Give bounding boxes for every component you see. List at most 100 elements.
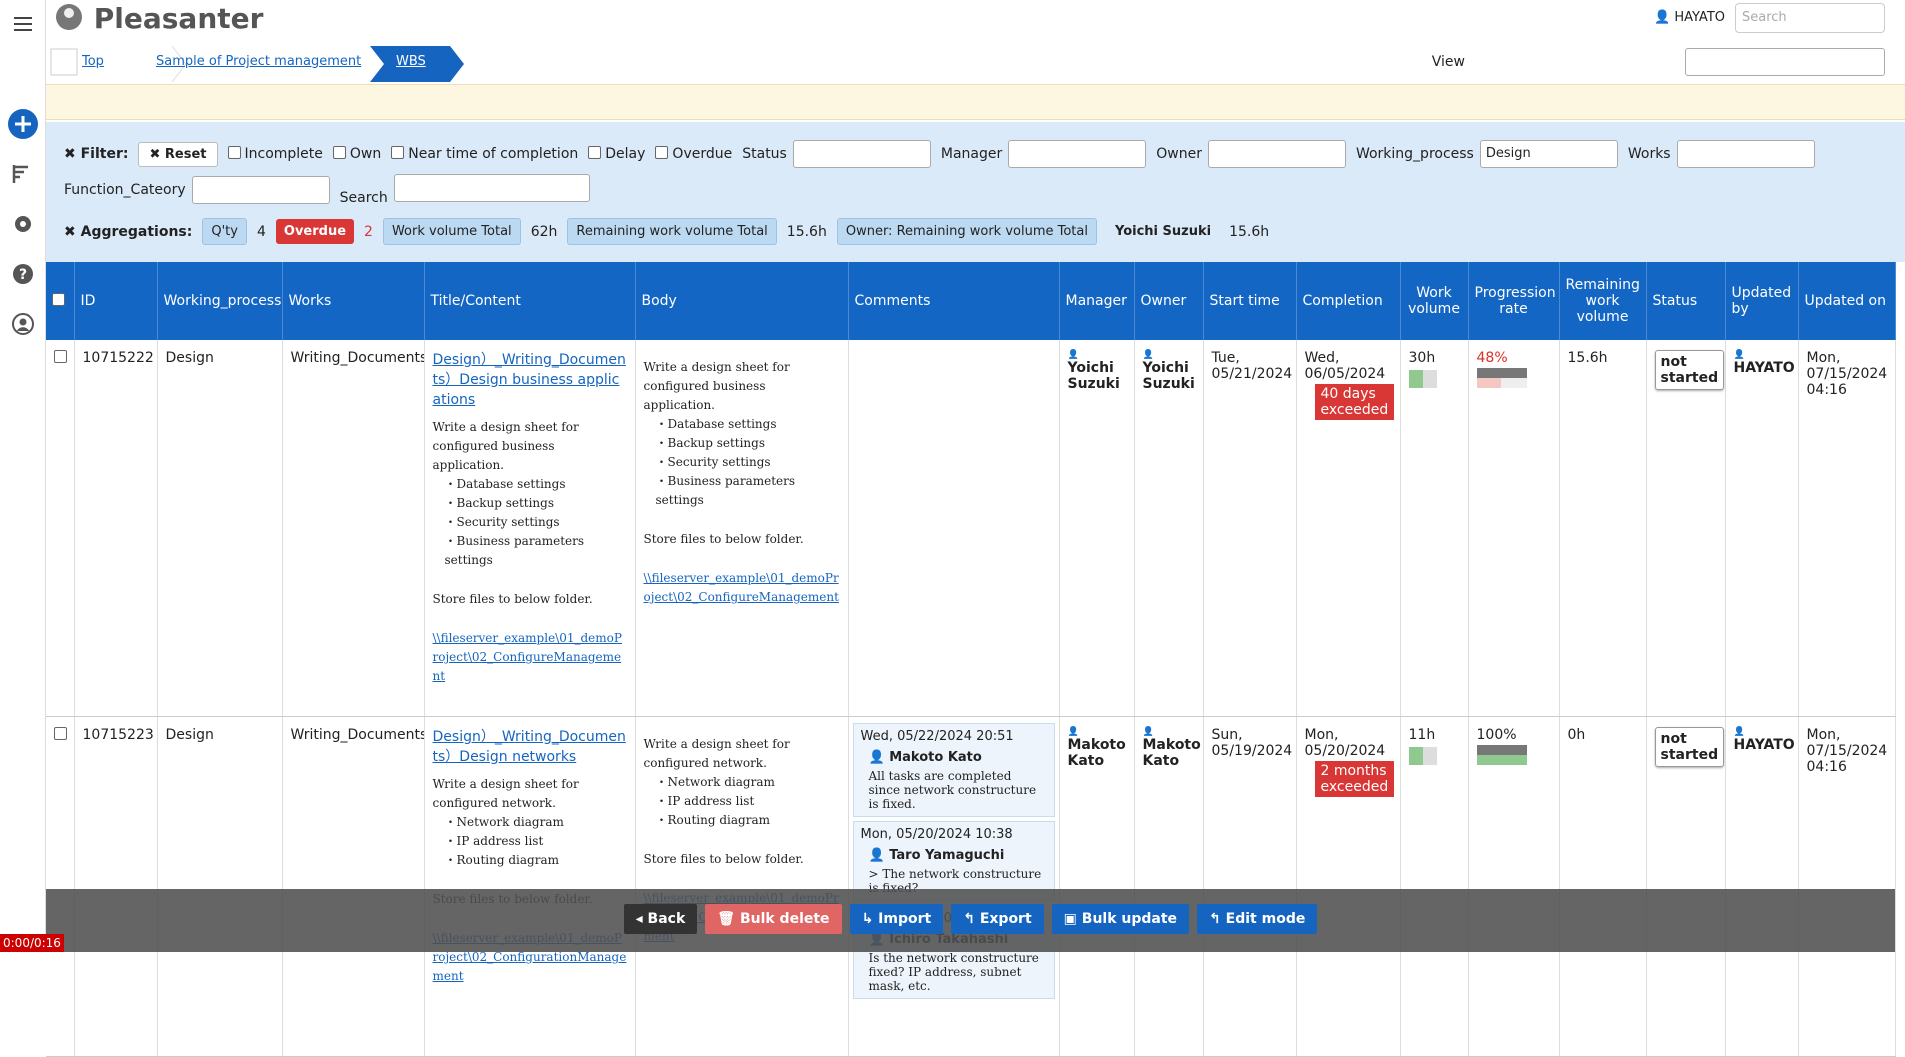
select[interactable]: [191, 176, 330, 204]
cell: 👤 Makoto Kato: [1134, 716, 1204, 1057]
filter-select: Status: [742, 140, 931, 168]
cell: Design）_Writing_Documents）Design network…: [424, 716, 636, 1057]
title-link[interactable]: Design）_Writing_Documents）Design network…: [432, 729, 626, 765]
header-cell[interactable]: Start time: [1203, 262, 1297, 340]
footer-button[interactable]: 🗑 Bulk delete: [705, 904, 842, 934]
user-icon[interactable]: [11, 312, 35, 336]
header-cell[interactable]: ID: [74, 262, 158, 340]
button-text: Export: [979, 911, 1032, 927]
checkbox[interactable]: [54, 350, 67, 363]
view-select[interactable]: [1685, 48, 1885, 76]
cell: 0h: [1559, 716, 1647, 1057]
checkbox[interactable]: [391, 146, 405, 159]
cell: not started: [1646, 340, 1726, 717]
header-cell[interactable]: Updated on: [1798, 262, 1896, 340]
checkbox-label: Near time of completion: [408, 146, 579, 162]
list-item: ・Routing diagram: [444, 853, 560, 867]
user-icon: 👤: [1733, 350, 1745, 360]
top-bar: Pleasanter 👤 HAYATO Search: [46, 0, 1905, 42]
footer-button[interactable]: ↰ Export: [951, 904, 1044, 934]
agg-value: 2: [364, 223, 373, 240]
checkbox[interactable]: [54, 727, 67, 740]
cell: Write a design sheet for configured netw…: [635, 716, 849, 1057]
crumb[interactable]: Top: [82, 54, 104, 69]
filter-checkbox[interactable]: Incomplete: [227, 146, 323, 162]
select-value: Design: [1485, 146, 1531, 161]
header-cell[interactable]: Working_process: [157, 262, 283, 340]
header-cell[interactable]: Works: [282, 262, 425, 340]
header-cell[interactable]: Owner: [1134, 262, 1204, 340]
folder-link[interactable]: \\fileserver_example\01_demoProject\02_C…: [432, 631, 622, 683]
cell: Tue, 05/21/2024: [1203, 340, 1297, 717]
cell: Mon, 05/20/2024 2 months exceeded: [1296, 716, 1401, 1057]
cell: not started: [1646, 716, 1726, 1057]
header-cell[interactable]: Status: [1646, 262, 1726, 340]
checkbox[interactable]: [588, 146, 602, 159]
user-name: Yoichi Suzuki: [1067, 360, 1120, 392]
cell: 48%: [1468, 340, 1560, 717]
footer-button[interactable]: ↳ Import: [849, 904, 944, 934]
gantt-icon[interactable]: [11, 162, 35, 186]
footer-button[interactable]: ▣ Bulk update: [1051, 904, 1190, 934]
header-cell[interactable]: Completion: [1296, 262, 1401, 340]
cell: 10715222: [74, 340, 158, 717]
search-box[interactable]: Search: [1735, 3, 1885, 33]
filter-select: Owner: [1156, 140, 1346, 168]
breadcrumb-shapes: [50, 42, 464, 82]
list-item: ・Business parameters settings: [655, 474, 796, 507]
filter-search: Search: [340, 174, 590, 206]
filter-checkbox[interactable]: Delay: [588, 146, 645, 162]
checkbox[interactable]: [227, 146, 241, 159]
header-cell[interactable]: Updated by: [1725, 262, 1799, 340]
new-icon[interactable]: [7, 108, 39, 140]
intro: Write a design sheet for configured netw…: [643, 737, 790, 770]
agg-label: ✖ Aggregations:: [64, 223, 193, 240]
filter-checkbox[interactable]: Own: [332, 146, 381, 162]
checkbox[interactable]: [52, 293, 65, 306]
filter-checkbox[interactable]: Overdue: [655, 146, 732, 162]
header-cell[interactable]: Comments: [848, 262, 1060, 340]
header-cell[interactable]: Body: [635, 262, 849, 340]
app-logo: Pleasanter: [54, 2, 263, 35]
header-cell[interactable]: Title/Content: [424, 262, 636, 340]
select[interactable]: [1207, 140, 1346, 168]
search-input[interactable]: [393, 174, 590, 202]
user[interactable]: 👤 HAYATO: [1654, 10, 1725, 25]
menu-icon[interactable]: [11, 12, 35, 36]
crumb[interactable]: WBS: [396, 54, 426, 69]
header-cell[interactable]: Work volume: [1400, 262, 1469, 340]
sidebar: ?: [0, 0, 46, 952]
settings-icon[interactable]: [11, 212, 35, 236]
intro: Write a design sheet for configured busi…: [643, 360, 790, 412]
header-cell[interactable]: Progression rate: [1468, 262, 1560, 340]
crumb[interactable]: Sample of Project management: [156, 54, 362, 69]
cell: 30h: [1400, 340, 1469, 717]
select[interactable]: [792, 140, 931, 168]
select[interactable]: [1676, 140, 1815, 168]
list-item: ・Business parameters settings: [444, 534, 585, 567]
row[interactable]: 10715223 Design Writing_Documents Design）_W…: [46, 716, 1896, 1057]
status: not started: [1654, 350, 1724, 390]
header-cell[interactable]: Remaining work volume: [1559, 262, 1647, 340]
select[interactable]: Design: [1479, 140, 1618, 168]
reset-button[interactable]: ✖ Reset: [138, 141, 218, 167]
footer-button[interactable]: ◂ Back: [623, 904, 698, 934]
checkbox[interactable]: [655, 146, 669, 159]
progress-plan: [1476, 368, 1527, 378]
help-icon[interactable]: ?: [11, 262, 35, 286]
select[interactable]: [1008, 140, 1147, 168]
progress-plan: [1476, 745, 1527, 755]
timer: 0:00/0:16: [0, 934, 64, 952]
checkbox[interactable]: [332, 146, 346, 159]
folder-link[interactable]: \\fileserver_example\01_demoProject\02_C…: [643, 571, 839, 604]
row[interactable]: 10715222 Design Writing_Documents Design）_W…: [46, 340, 1896, 717]
footer-button[interactable]: ↰ Edit mode: [1197, 904, 1318, 934]
agg-item: Yoichi Suzuki: [1114, 224, 1212, 239]
agg-value: 15.6h: [1229, 223, 1270, 240]
title-link[interactable]: Design）_Writing_Documents）Design busines…: [432, 352, 626, 408]
header-cell[interactable]: Manager: [1059, 262, 1135, 340]
filter-checkbox[interactable]: Near time of completion: [391, 146, 578, 162]
note: Store files to below folder.: [432, 592, 593, 606]
work-volume: 11h: [1408, 727, 1436, 743]
